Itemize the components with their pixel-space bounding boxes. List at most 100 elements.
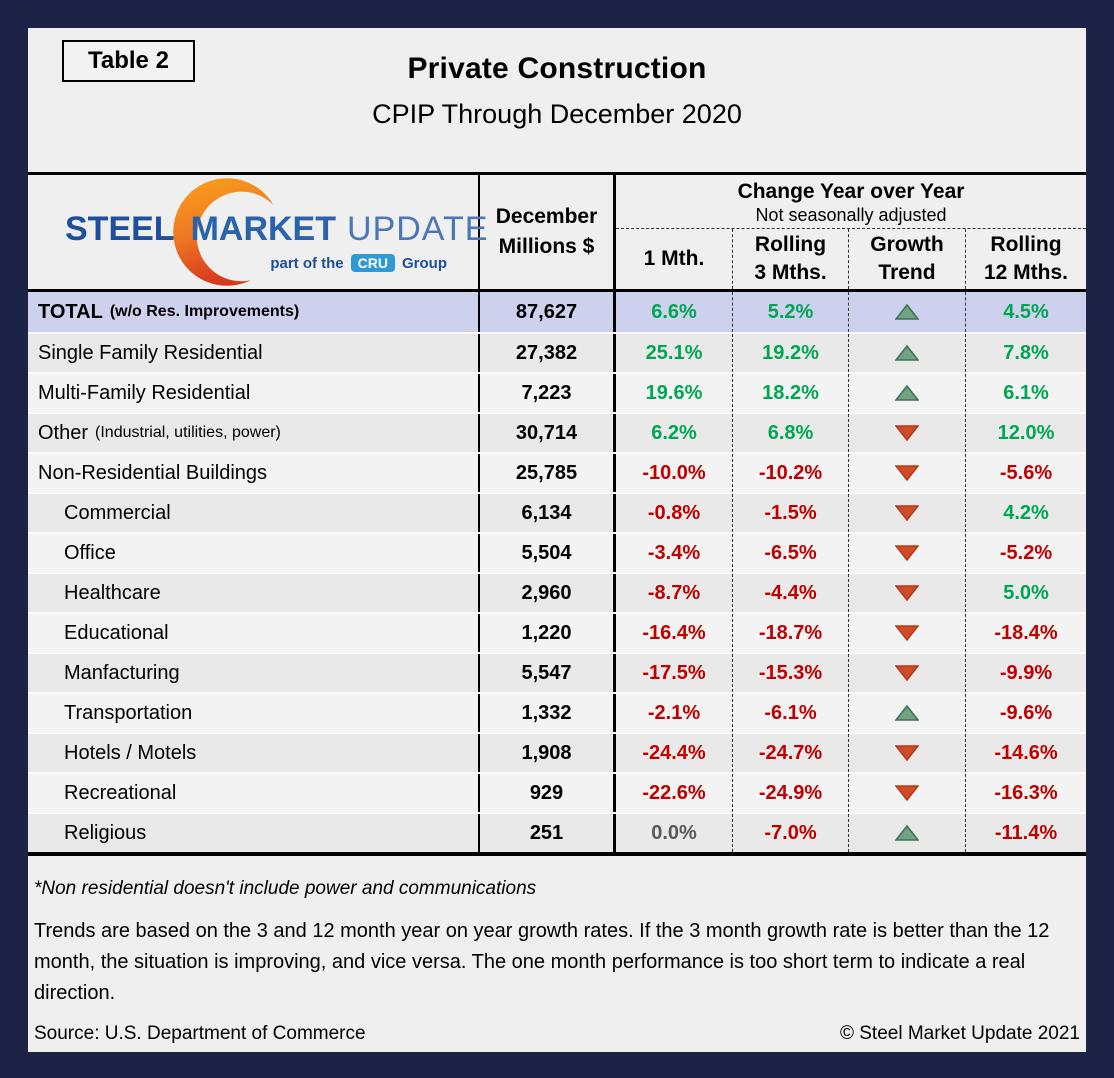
pct-rolling-12mths: -14.6% [965, 734, 1086, 772]
pct-1mth: -3.4% [647, 541, 701, 564]
column-header-growth-trend: Growth Trend [848, 229, 965, 289]
pct-rolling-12mths: -9.6% [965, 694, 1086, 732]
column-header-rolling-12mths: Rolling 12 Mths. [965, 229, 1086, 289]
table-row: Recreational 929 -22.6% -24.9% -16.3% [28, 772, 1086, 812]
row-value-millions: 7,223 [478, 374, 616, 412]
table-row: TOTAL (w/o Res. Improvements) 87,627 6.6% 5.… [28, 292, 1086, 332]
pct-1mth: -8.7% [647, 581, 701, 604]
trend-down-icon [895, 745, 919, 762]
trend-cell [848, 374, 965, 412]
row-label: Multi-Family Residential [28, 374, 478, 412]
trend-cell [848, 654, 965, 692]
pct-rolling-12mths: 12.0% [965, 414, 1086, 452]
copyright-text: © Steel Market Update 2021 [839, 1023, 1080, 1044]
smu-logo: STEEL MARKET UPDATE part of the CRU Group [43, 176, 487, 288]
report-card: Table 2 Private Construction CPIP Throug… [28, 28, 1086, 1052]
footer-row: Source: U.S. Department of Commerce © St… [34, 1023, 1080, 1045]
page-subtitle: CPIP Through December 2020 [372, 99, 742, 129]
row-label: Recreational [28, 774, 478, 812]
trend-cell [848, 534, 965, 572]
row-label: TOTAL (w/o Res. Improvements) [28, 292, 478, 332]
trend-cell [848, 574, 965, 612]
pct-rolling-3mths: -6.1% [732, 694, 848, 732]
trend-up-icon [895, 384, 919, 401]
column-header-line: Trend [878, 261, 936, 284]
row-label-text: Religious [64, 821, 147, 844]
pct-rolling-12mths: -16.3% [965, 774, 1086, 812]
table-header: STEEL MARKET UPDATE part of the CRU Group … [28, 172, 1086, 292]
pct-1mth: -10.0% [642, 461, 706, 484]
pct-rolling-12mths: 7.8% [965, 334, 1086, 372]
column-header-rolling-3mths: Rolling 3 Mths. [732, 229, 848, 289]
trend-down-icon [895, 665, 919, 682]
page-title: Private Construction [407, 52, 707, 85]
pct-1mth: -2.1% [647, 701, 701, 724]
table-row: Educational 1,220 -16.4% -18.7% -18.4% [28, 612, 1086, 652]
pct-rolling-3mths: -1.5% [732, 494, 848, 532]
logo-cell: STEEL MARKET UPDATE part of the CRU Group [28, 175, 487, 289]
pct-rolling-12mths: -5.6% [965, 454, 1086, 492]
column-header-line: Growth [870, 232, 944, 256]
logo-update: UPDATE [347, 210, 489, 248]
logo-wordmark: STEEL MARKET UPDATE [65, 210, 488, 249]
table-row: Hotels / Motels 1,908 -24.4% -24.7% -14.6% [28, 732, 1086, 772]
row-label-text: Commercial [64, 501, 171, 524]
row-label: Commercial [28, 494, 478, 532]
pct-1mth: -0.8% [647, 501, 701, 524]
trend-cell [848, 614, 965, 652]
column-header-line: 1 Mth. [643, 246, 705, 270]
logo-market: MARKET [190, 210, 337, 248]
trend-cell [848, 414, 965, 452]
trend-cell [848, 292, 965, 332]
trend-cell [848, 494, 965, 532]
row-label-text: TOTAL [38, 300, 103, 323]
pct-rolling-3mths: -10.2% [732, 454, 848, 492]
row-label: Manfacturing [28, 654, 478, 692]
pct-rolling-3mths: -4.4% [732, 574, 848, 612]
group-header-subtitle: Not seasonally adjusted [755, 205, 947, 225]
logo-tagline-prefix: part of the [270, 254, 344, 272]
pct-1mth: -24.4% [642, 741, 706, 764]
logo-tagline-group: Group [402, 254, 447, 272]
pct-1mth: 6.2% [651, 421, 697, 444]
row-label: Transportation [28, 694, 478, 732]
trend-down-icon [895, 505, 919, 522]
row-label-text: Healthcare [64, 581, 161, 604]
row-value-millions: 25,785 [478, 454, 616, 492]
title-band: Table 2 Private Construction CPIP Throug… [28, 28, 1086, 172]
table-row: Transportation 1,332 -2.1% -6.1% -9.6% [28, 692, 1086, 732]
row-label: Single Family Residential [28, 334, 478, 372]
row-label: Religious [28, 814, 478, 852]
row-value-millions: 27,382 [478, 334, 616, 372]
table-row: Single Family Residential 27,382 25.1% 19.2… [28, 332, 1086, 372]
pct-rolling-3mths: -18.7% [732, 614, 848, 652]
table-row: Non-Residential Buildings 25,785 -10.0% -10… [28, 452, 1086, 492]
pct-1mth: 19.6% [645, 381, 703, 404]
row-value-millions: 929 [478, 774, 616, 812]
pct-1mth: 6.6% [651, 300, 697, 323]
pct-1mth: 25.1% [645, 341, 703, 364]
table-row: Religious 251 0.0% -7.0% -11.4% [28, 812, 1086, 852]
trend-down-icon [895, 465, 919, 482]
row-value-millions: 5,547 [478, 654, 616, 692]
group-header-change-yoy: Change Year over Year Not seasonally adj… [616, 175, 1086, 229]
footnote: *Non residential doesn't include power a… [34, 878, 537, 899]
source-text: Source: U.S. Department of Commerce [34, 1023, 366, 1044]
row-label-text: Office [64, 541, 116, 564]
row-label-text: Multi-Family Residential [38, 381, 251, 404]
crescent-icon [173, 178, 283, 286]
table-number-box: Table 2 [62, 40, 195, 82]
row-label-suffix: (Industrial, utilities, power) [95, 424, 281, 441]
trend-up-icon [895, 824, 919, 841]
trend-up-icon [895, 704, 919, 721]
pct-rolling-3mths: -24.9% [732, 774, 848, 812]
titles: Private Construction CPIP Through Decemb… [28, 28, 1086, 130]
pct-rolling-3mths: 6.8% [732, 414, 848, 452]
row-value-millions: 5,504 [478, 534, 616, 572]
table-row: Multi-Family Residential 7,223 19.6% 18.2% 6… [28, 372, 1086, 412]
column-header-line: Rolling [754, 232, 827, 256]
column-header-line: December [495, 204, 598, 228]
trend-cell [848, 814, 965, 852]
row-value-millions: 2,960 [478, 574, 616, 612]
